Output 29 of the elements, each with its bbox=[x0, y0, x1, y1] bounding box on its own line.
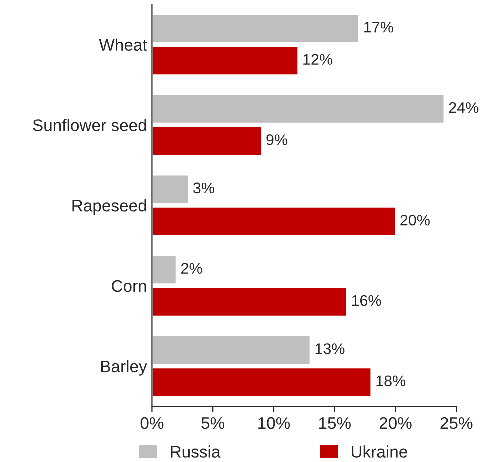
y-tick-label: Corn bbox=[112, 280, 146, 292]
bar bbox=[152, 174, 190, 205]
x-tick-label: 5% bbox=[202, 417, 225, 430]
y-tick-label: Rapeseed bbox=[72, 200, 146, 216]
data-label: 17% bbox=[364, 22, 394, 33]
x-tick-label: 0% bbox=[140, 417, 164, 430]
data-label: 3% bbox=[193, 182, 214, 194]
bar bbox=[152, 254, 178, 286]
data-label: 2% bbox=[182, 263, 202, 274]
x-tick-label: 20% bbox=[380, 417, 412, 430]
data-label: 18% bbox=[376, 376, 406, 387]
data-label: 9% bbox=[266, 134, 288, 146]
data-label: 16% bbox=[352, 295, 382, 306]
x-tick-label: 15% bbox=[319, 417, 351, 430]
legend-label: Ukraine bbox=[352, 446, 408, 458]
data-label: 13% bbox=[316, 344, 345, 354]
data-label: 24% bbox=[449, 102, 479, 114]
bar bbox=[152, 367, 372, 398]
x-tick-label: 25% bbox=[440, 417, 473, 430]
legend-label: Russia bbox=[171, 446, 221, 458]
y-tick-label: Wheat bbox=[99, 38, 148, 52]
x-tick-label: 10% bbox=[258, 417, 290, 430]
bar bbox=[152, 286, 348, 318]
bar bbox=[152, 335, 312, 366]
y-tick-label: Sunflower seed bbox=[33, 119, 146, 132]
data-label: 20% bbox=[400, 214, 430, 226]
data-label: 12% bbox=[304, 54, 333, 65]
bar bbox=[152, 206, 396, 237]
y-tick-label: Barley bbox=[101, 360, 148, 376]
